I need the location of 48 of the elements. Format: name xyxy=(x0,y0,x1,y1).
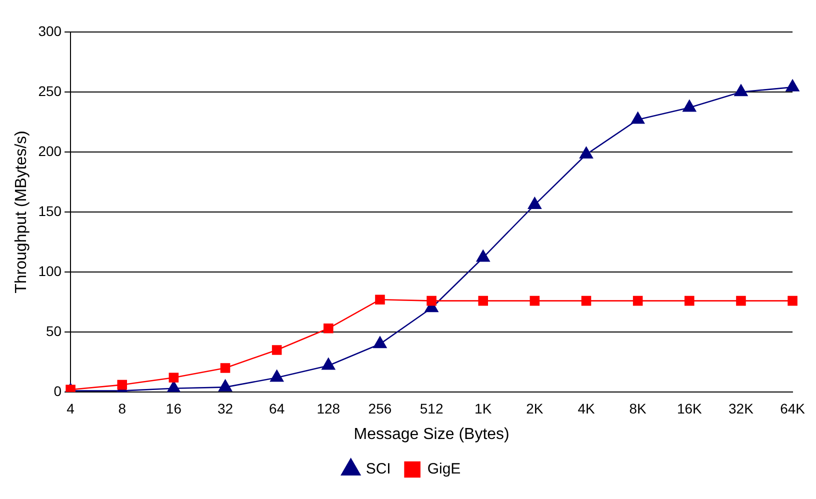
point xyxy=(168,372,179,382)
y-tick-label: 50 xyxy=(46,322,62,339)
x-tick-label: 16K xyxy=(676,400,703,416)
x-tick-label: 4K xyxy=(578,400,596,416)
point xyxy=(220,363,230,373)
point xyxy=(581,296,592,306)
legend-label: SCI xyxy=(366,460,391,478)
x-tick-label: 8 xyxy=(118,400,126,416)
y-tick-label: 250 xyxy=(38,82,62,99)
point xyxy=(528,197,542,209)
x-tick-label: 64K xyxy=(780,400,806,416)
y-tick-label: 200 xyxy=(38,142,62,159)
point xyxy=(684,296,694,306)
y-tick-label: 150 xyxy=(38,202,62,219)
point xyxy=(375,294,385,304)
x-axis-title: Message Size (Bytes) xyxy=(354,426,510,443)
x-tick-label: 4 xyxy=(66,400,75,416)
point xyxy=(736,296,746,306)
x-tick-label: 8K xyxy=(629,400,648,416)
point xyxy=(632,296,643,306)
y-tick-label: 100 xyxy=(38,262,62,279)
x-tick-label: 16 xyxy=(166,400,182,416)
point xyxy=(786,80,800,92)
point xyxy=(426,296,436,306)
point xyxy=(373,336,387,348)
point xyxy=(682,100,696,112)
x-tick-label: 512 xyxy=(420,400,444,416)
point xyxy=(478,296,488,306)
y-tick-label: 0 xyxy=(54,382,62,399)
y-tick-label: 300 xyxy=(38,22,62,39)
x-tick-label: 1K xyxy=(474,400,492,416)
x-tick-label: 32K xyxy=(728,400,754,416)
point xyxy=(580,146,593,159)
point xyxy=(530,296,540,306)
point xyxy=(734,84,748,96)
x-tick-label: 2K xyxy=(526,400,544,416)
point xyxy=(631,112,645,124)
x-tick-label: 32 xyxy=(217,400,234,416)
x-tick-label: 64 xyxy=(269,400,285,416)
y-axis-title: Throughput (MBytes/s) xyxy=(13,130,30,294)
point xyxy=(476,250,490,262)
x-tick-label: 128 xyxy=(316,400,340,416)
point xyxy=(788,296,798,306)
point xyxy=(272,345,282,355)
point xyxy=(117,380,128,390)
legend-label: GigE xyxy=(427,460,461,478)
x-tick-label: 256 xyxy=(368,400,392,416)
point xyxy=(324,324,334,334)
